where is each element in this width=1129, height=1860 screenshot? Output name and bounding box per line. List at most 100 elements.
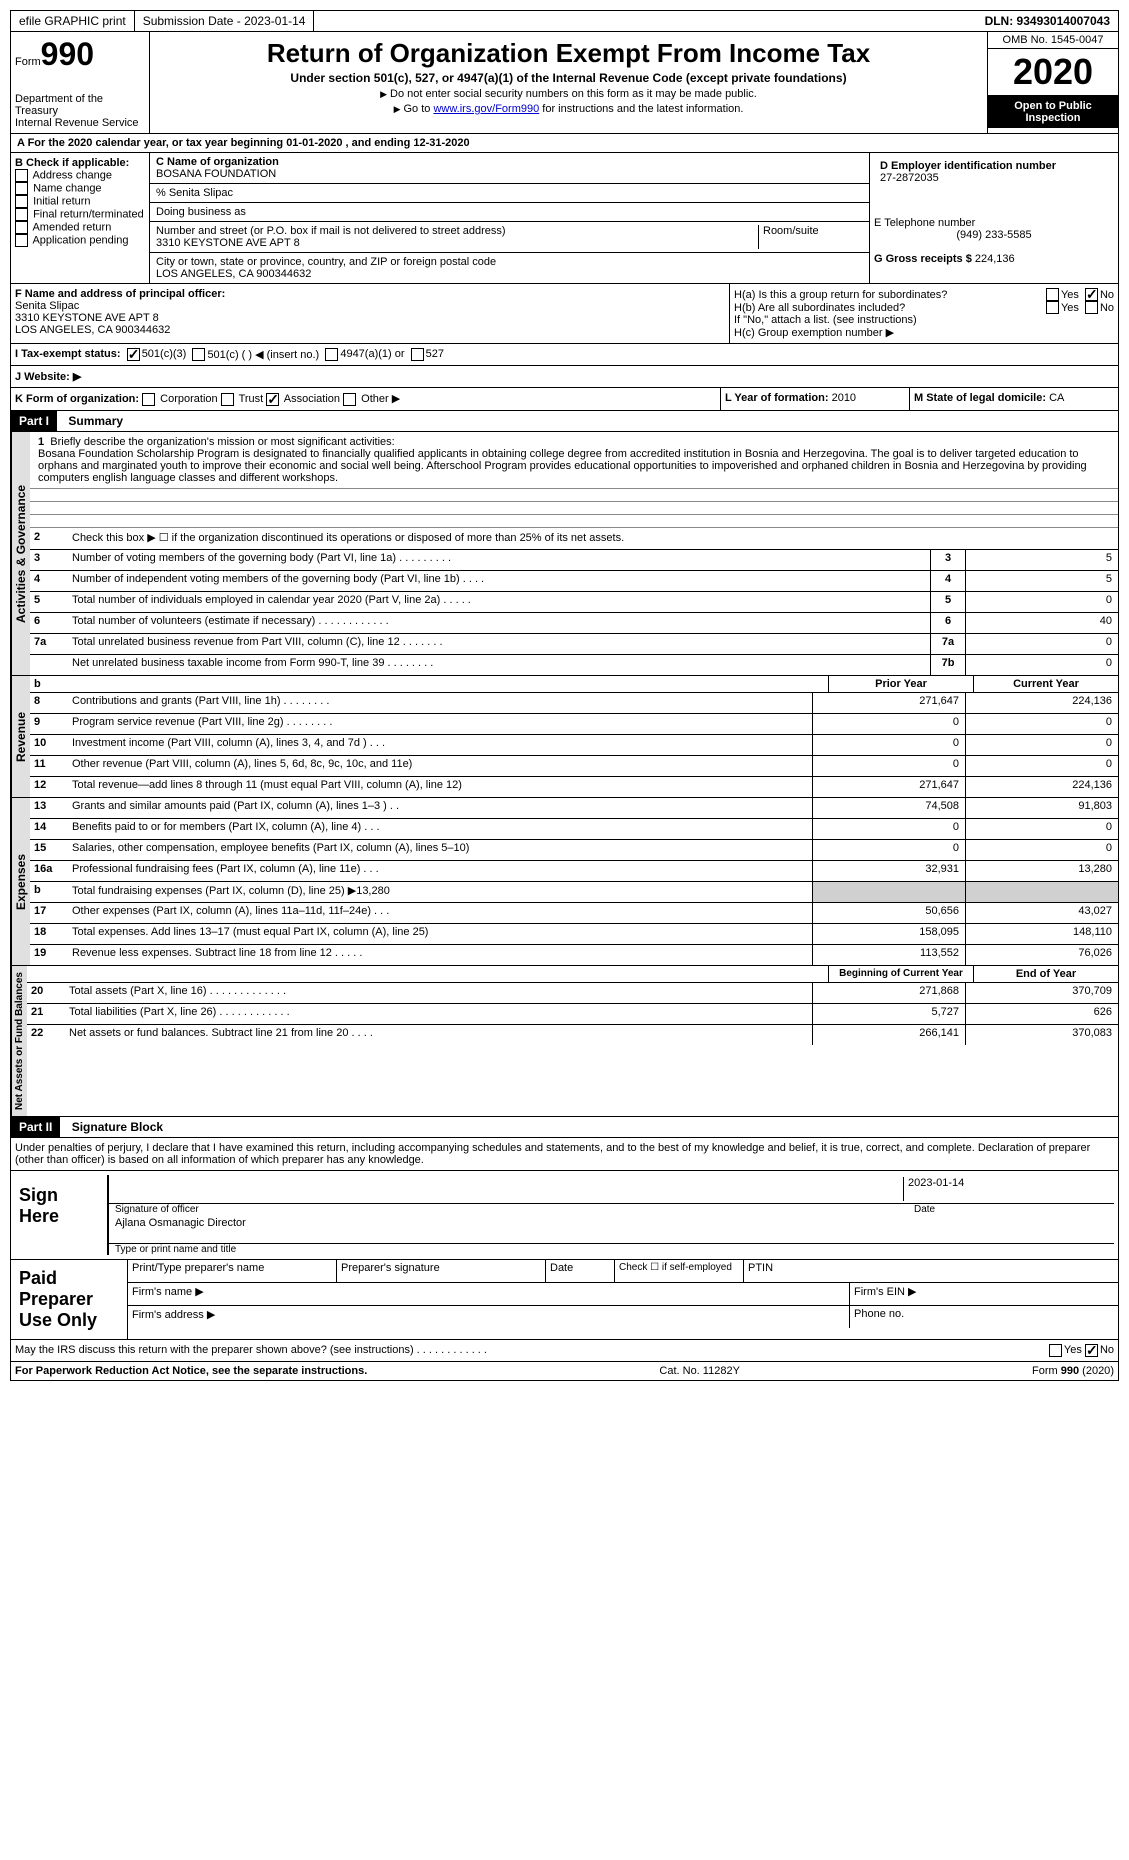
yes-label: Yes: [1061, 289, 1079, 301]
line-box: 6: [930, 613, 965, 633]
part2-label: Part II: [11, 1117, 60, 1137]
corp-label: Corporation: [160, 393, 217, 405]
527-label: 527: [426, 348, 444, 361]
prior-val: 74,508: [812, 798, 965, 818]
discuss-no-checkbox[interactable]: [1085, 1344, 1098, 1357]
tax-year: 2020: [988, 49, 1118, 96]
line-desc: Total fundraising expenses (Part IX, col…: [68, 882, 812, 902]
assoc-checkbox[interactable]: [266, 393, 279, 406]
other-checkbox[interactable]: [343, 393, 356, 406]
phone-label: E Telephone number: [874, 217, 1114, 229]
line-val: 0: [965, 592, 1118, 612]
arrow-icon: [380, 88, 390, 100]
prior-val: [812, 882, 965, 902]
i-label: I Tax-exempt status:: [15, 348, 121, 361]
501c3-label: 501(c)(3): [142, 348, 187, 361]
sig-officer-label: Signature of officer: [115, 1204, 914, 1215]
line-desc: Other revenue (Part VIII, column (A), li…: [68, 756, 812, 776]
line-desc: Other expenses (Part IX, column (A), lin…: [68, 903, 812, 923]
corp-checkbox[interactable]: [142, 393, 155, 406]
firm-addr-label: Firm's address ▶: [128, 1306, 850, 1328]
l-label: L Year of formation:: [725, 392, 829, 404]
col-d: D Employer identification number 27-2872…: [870, 153, 1118, 283]
state-domicile: CA: [1049, 392, 1064, 404]
501c3-checkbox[interactable]: [127, 348, 140, 361]
501c-checkbox[interactable]: [192, 348, 205, 361]
line-desc: Number of voting members of the governin…: [68, 550, 930, 570]
hb-no-checkbox[interactable]: [1085, 301, 1098, 314]
prior-val: 271,647: [812, 693, 965, 713]
prior-val: 32,931: [812, 861, 965, 881]
ha-no-checkbox[interactable]: [1085, 288, 1098, 301]
form-number: 990: [41, 36, 94, 72]
line-desc: Total number of volunteers (estimate if …: [68, 613, 930, 633]
pra-notice: For Paperwork Reduction Act Notice, see …: [15, 1365, 367, 1377]
line-num: 19: [30, 945, 68, 965]
org-info-block: B Check if applicable: Address change Na…: [10, 153, 1119, 284]
line-val: 5: [965, 550, 1118, 570]
line-val: 5: [965, 571, 1118, 591]
line-num: 16a: [30, 861, 68, 881]
gov-label: Activities & Governance: [11, 432, 30, 675]
part1-header: Part I Summary: [10, 411, 1119, 432]
line-box: 5: [930, 592, 965, 612]
irs-link[interactable]: www.irs.gov/Form990: [433, 103, 539, 115]
firm-ein-label: Firm's EIN ▶: [850, 1283, 1118, 1305]
hb-label: H(b) Are all subordinates included?: [734, 302, 1046, 314]
527-checkbox[interactable]: [411, 348, 424, 361]
prep-name-label: Print/Type preparer's name: [128, 1260, 337, 1282]
b-item-label: Amended return: [32, 221, 111, 233]
omb-number: OMB No. 1545-0047: [988, 32, 1118, 49]
prior-val: 0: [812, 840, 965, 860]
b-item-label: Final return/terminated: [33, 208, 144, 220]
city-label: City or town, state or province, country…: [156, 256, 863, 268]
b-checkbox[interactable]: [15, 169, 28, 182]
hb-yes-checkbox[interactable]: [1046, 301, 1059, 314]
prior-val: 271,647: [812, 777, 965, 797]
current-val: 0: [965, 819, 1118, 839]
paid-preparer-label: Paid Preparer Use Only: [11, 1260, 128, 1339]
current-val: [965, 882, 1118, 902]
b-checkbox[interactable]: [15, 195, 28, 208]
b-checkbox[interactable]: [15, 182, 28, 195]
ha-yes-checkbox[interactable]: [1046, 288, 1059, 301]
b-checkbox[interactable]: [15, 208, 28, 221]
end-year-header: End of Year: [973, 966, 1118, 982]
line-desc: Net assets or fund balances. Subtract li…: [65, 1025, 812, 1045]
mission-text: Bosana Foundation Scholarship Program is…: [38, 448, 1087, 484]
gross-receipts: 224,136: [975, 253, 1015, 265]
line-num: 14: [30, 819, 68, 839]
sign-here-block: Sign Here 2023-01-14 Signature of office…: [10, 1171, 1119, 1260]
line-num: 8: [30, 693, 68, 713]
line-desc: Revenue less expenses. Subtract line 18 …: [68, 945, 812, 965]
line-desc: Salaries, other compensation, employee b…: [68, 840, 812, 860]
col-b: B Check if applicable: Address change Na…: [11, 153, 150, 283]
gross-label: G Gross receipts $: [874, 253, 972, 265]
line-num: b: [30, 882, 68, 902]
org-name: BOSANA FOUNDATION: [156, 168, 863, 180]
room-suite: Room/suite: [758, 225, 863, 249]
no-label: No: [1100, 289, 1114, 301]
line-desc: Total assets (Part X, line 16) . . . . .…: [65, 983, 812, 1003]
preparer-block: Paid Preparer Use Only Print/Type prepar…: [10, 1260, 1119, 1340]
f-label: F Name and address of principal officer:: [15, 288, 725, 300]
begin-year-header: Beginning of Current Year: [828, 966, 973, 982]
no-label: No: [1100, 1344, 1114, 1357]
line-box: 3: [930, 550, 965, 570]
website-row: J Website: ▶: [10, 366, 1119, 388]
line-num: 15: [30, 840, 68, 860]
prior-val: 0: [812, 735, 965, 755]
trust-checkbox[interactable]: [221, 393, 234, 406]
current-val: 0: [965, 840, 1118, 860]
b-checkbox[interactable]: [15, 221, 28, 234]
current-val: 148,110: [965, 924, 1118, 944]
discuss-yes-checkbox[interactable]: [1049, 1344, 1062, 1357]
ha-label: H(a) Is this a group return for subordin…: [734, 289, 1046, 301]
b-checkbox[interactable]: [15, 234, 28, 247]
yes-label: Yes: [1061, 302, 1079, 314]
4947-checkbox[interactable]: [325, 348, 338, 361]
tax-exempt-row: I Tax-exempt status: 501(c)(3) 501(c) ( …: [10, 344, 1119, 366]
line-box: 4: [930, 571, 965, 591]
officer-addr2: LOS ANGELES, CA 900344632: [15, 324, 725, 336]
c-label: C Name of organization: [156, 156, 863, 168]
